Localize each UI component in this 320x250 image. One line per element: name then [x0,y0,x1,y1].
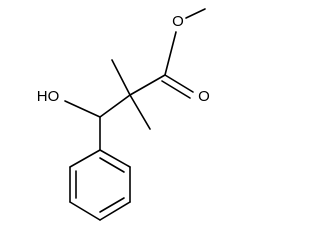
molecule: HO O O [37,8,210,221]
atom-label: O [172,13,184,30]
bond [129,74,166,96]
bond [69,149,101,168]
atom-label: O [198,88,210,105]
bond [111,59,131,96]
bond [164,31,177,76]
bond [129,94,151,130]
bond [164,74,194,93]
bonds [64,8,206,221]
bond [64,100,101,118]
bond-inner [99,197,125,213]
bond [69,201,101,221]
bond [161,80,191,99]
bond [185,8,206,19]
bond-inner [99,157,125,173]
bond [99,149,131,168]
bond [99,201,131,221]
atom-label: HO [37,88,60,105]
bond [99,94,131,118]
